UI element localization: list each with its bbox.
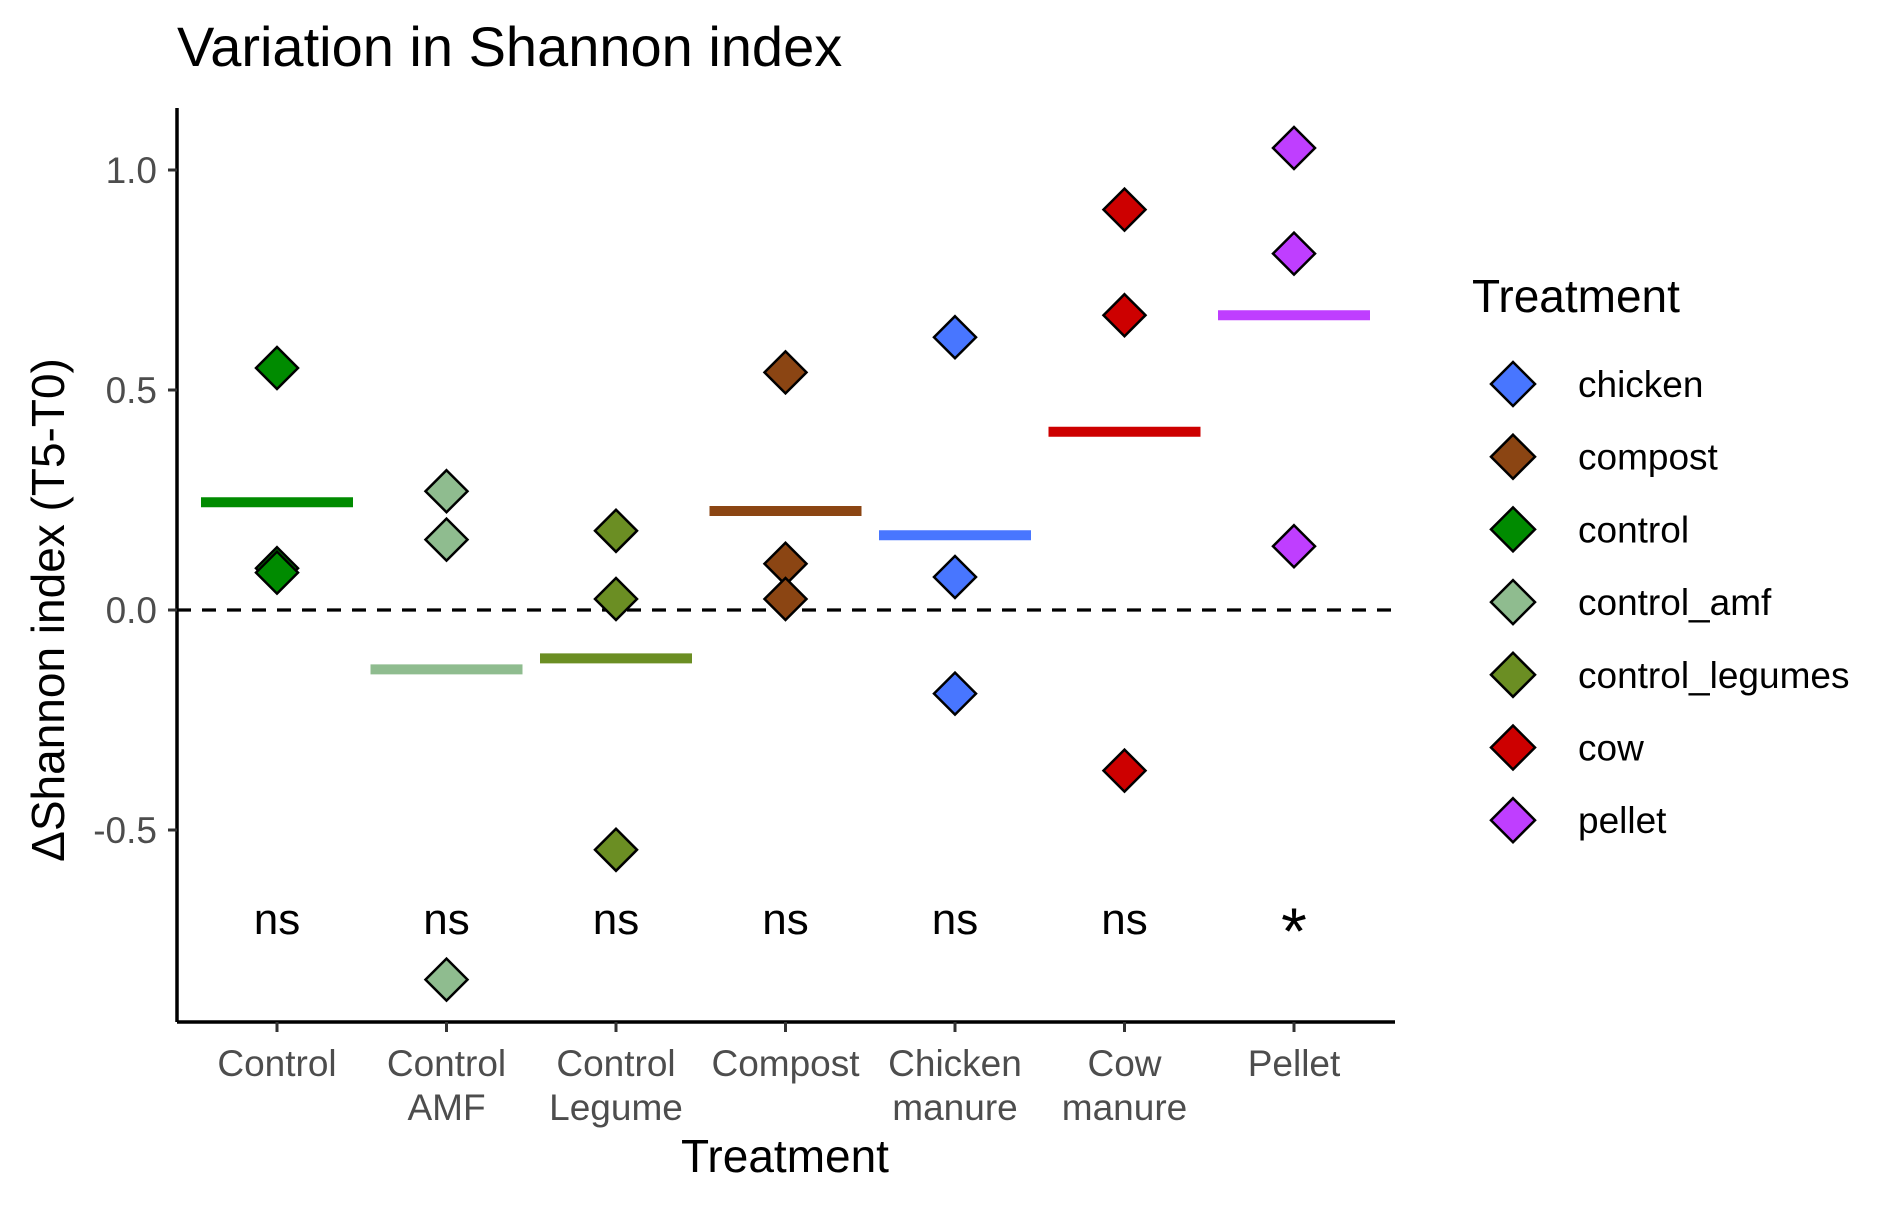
x-tick-label: Control Legume bbox=[549, 1043, 683, 1128]
data-point-compost bbox=[762, 349, 809, 396]
legend-key-control bbox=[1489, 505, 1537, 554]
legend-label: pellet bbox=[1578, 800, 1667, 841]
legend-label: cow bbox=[1578, 728, 1644, 769]
x-tick-label-line: Pellet bbox=[1248, 1043, 1341, 1084]
legend-label: compost bbox=[1578, 437, 1719, 478]
data-point-chicken bbox=[932, 670, 978, 717]
y-tick-label: 0.0 bbox=[106, 590, 157, 631]
significance-label: ns bbox=[423, 895, 469, 944]
x-tick-label: Cow manure bbox=[1062, 1043, 1187, 1128]
y-tick-label: -0.5 bbox=[93, 810, 157, 851]
significance-label: ns bbox=[254, 895, 300, 944]
x-tick-label-line: AMF bbox=[407, 1087, 485, 1128]
data-point-pellet bbox=[1271, 523, 1317, 569]
data-point-control_amf bbox=[423, 468, 470, 514]
x-tick-label-line: Control bbox=[387, 1043, 506, 1084]
y-tick-label: 1.0 bbox=[106, 150, 157, 191]
x-tick-label-line: Legume bbox=[549, 1087, 683, 1128]
significance-label: ns bbox=[762, 895, 808, 944]
data-point-control_amf bbox=[423, 956, 470, 1003]
legend-title: Treatment bbox=[1472, 270, 1680, 322]
x-tick-label: Control AMF bbox=[387, 1043, 506, 1128]
data-point-cow bbox=[1101, 292, 1148, 338]
data-point-pellet bbox=[1271, 125, 1317, 171]
legend-label: chicken bbox=[1578, 364, 1703, 405]
significance-label: ns bbox=[593, 895, 639, 944]
data-point-chicken bbox=[932, 554, 978, 600]
data-point-chicken bbox=[932, 314, 978, 360]
data-point-compost bbox=[762, 576, 809, 622]
x-axis-title: Treatment bbox=[681, 1130, 889, 1182]
data-point-control_legumes bbox=[593, 508, 639, 554]
data-point-pellet bbox=[1271, 230, 1317, 277]
x-tick-label: Control bbox=[217, 1043, 336, 1084]
legend: Treatment chicken compost control control_a… bbox=[1472, 270, 1849, 844]
significance-label: ns bbox=[932, 895, 978, 944]
x-tick-label-line: Compost bbox=[711, 1043, 860, 1084]
data-point-control_amf bbox=[423, 516, 470, 563]
x-tick-label-line: manure bbox=[892, 1087, 1017, 1128]
legend-key-compost bbox=[1489, 432, 1537, 481]
data-point-control bbox=[254, 549, 300, 596]
x-tick-label-line: manure bbox=[1062, 1087, 1187, 1128]
chart-title: Variation in Shannon index bbox=[177, 15, 842, 78]
significance-label: * bbox=[1281, 894, 1307, 968]
x-tick-label: Compost bbox=[711, 1043, 860, 1084]
data-point-control bbox=[254, 345, 300, 391]
data-point-control_legumes bbox=[593, 827, 639, 873]
data-point-cow bbox=[1101, 186, 1148, 233]
legend-label: control_amf bbox=[1578, 582, 1772, 623]
significance-label: ns bbox=[1101, 895, 1147, 944]
x-tick-label: Chicken manure bbox=[888, 1043, 1022, 1128]
legend-key-control_amf bbox=[1489, 578, 1537, 626]
x-tick-label-line: Chicken bbox=[888, 1043, 1022, 1084]
legend-label: control bbox=[1578, 509, 1689, 550]
legend-key-chicken bbox=[1489, 360, 1537, 408]
data-point-control_legumes bbox=[593, 576, 639, 622]
x-tick-label-line: Control bbox=[217, 1043, 336, 1084]
x-tick-label-line: Cow bbox=[1087, 1043, 1161, 1084]
legend-label: control_legumes bbox=[1578, 655, 1849, 696]
y-tick-label: 0.5 bbox=[106, 370, 157, 411]
legend-key-cow bbox=[1489, 723, 1537, 772]
x-tick-label: Pellet bbox=[1248, 1043, 1341, 1084]
legend-key-pellet bbox=[1489, 796, 1537, 844]
y-axis-title: ΔShannon index (T5-T0) bbox=[22, 358, 74, 862]
legend-key-control_legumes bbox=[1489, 651, 1537, 699]
data-point-cow bbox=[1101, 747, 1148, 794]
x-tick-label-line: Control bbox=[556, 1043, 675, 1084]
